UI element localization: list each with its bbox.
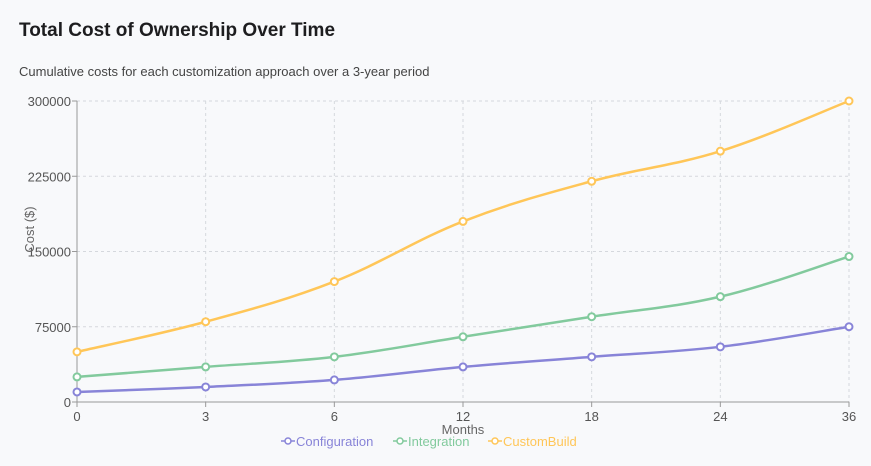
data-point	[715, 146, 725, 156]
y-tick-label: 300000	[28, 94, 71, 109]
data-point	[201, 362, 211, 372]
data-point	[201, 382, 211, 392]
legend-marker-icon	[491, 437, 499, 445]
data-point	[72, 372, 82, 382]
x-tick-label: 3	[202, 409, 209, 424]
x-tick-label: 12	[456, 409, 470, 424]
legend-item-configuration: Configuration	[281, 434, 373, 449]
x-tick-label: 24	[713, 409, 727, 424]
series-group	[72, 96, 854, 397]
x-tick-label: 0	[73, 409, 80, 424]
data-point	[201, 317, 211, 327]
y-tick-label: 75000	[35, 320, 71, 335]
legend-marker-icon	[284, 437, 292, 445]
y-tick-label: 0	[64, 395, 71, 410]
data-point	[72, 347, 82, 357]
legend-item-integration: Integration	[393, 434, 469, 449]
data-point	[844, 252, 854, 262]
y-axis-label: Cost ($)	[22, 206, 37, 252]
data-point	[72, 387, 82, 397]
legend-label: CustomBuild	[503, 434, 577, 449]
x-tick-label: 36	[842, 409, 856, 424]
chart-title: Total Cost of Ownership Over Time	[19, 20, 336, 41]
legend: Configuration Integration CustomBuild	[281, 434, 577, 449]
series-integration	[72, 252, 854, 382]
data-point	[458, 362, 468, 372]
legend-label: Configuration	[296, 434, 373, 449]
data-point	[715, 292, 725, 302]
data-point	[329, 352, 339, 362]
data-point	[587, 352, 597, 362]
data-point	[844, 96, 854, 106]
legend-item-custombuild: CustomBuild	[488, 434, 577, 449]
data-point	[844, 322, 854, 332]
chart-subtitle: Cumulative costs for each customization …	[19, 64, 430, 79]
series-configuration	[72, 322, 854, 397]
x-axis-label: Months	[442, 422, 485, 437]
data-point	[715, 342, 725, 352]
x-tick-label: 6	[331, 409, 338, 424]
legend-marker-icon	[396, 437, 404, 445]
y-tick-label: 225000	[28, 169, 71, 184]
x-tick-label: 18	[584, 409, 598, 424]
data-point	[587, 176, 597, 186]
data-point	[587, 312, 597, 322]
legend-label: Integration	[408, 434, 469, 449]
data-point	[458, 332, 468, 342]
y-tick-label: 150000	[28, 245, 71, 260]
data-point	[458, 216, 468, 226]
data-point	[329, 277, 339, 287]
series-custombuild	[72, 96, 854, 357]
data-point	[329, 375, 339, 385]
series-line	[76, 255, 850, 379]
